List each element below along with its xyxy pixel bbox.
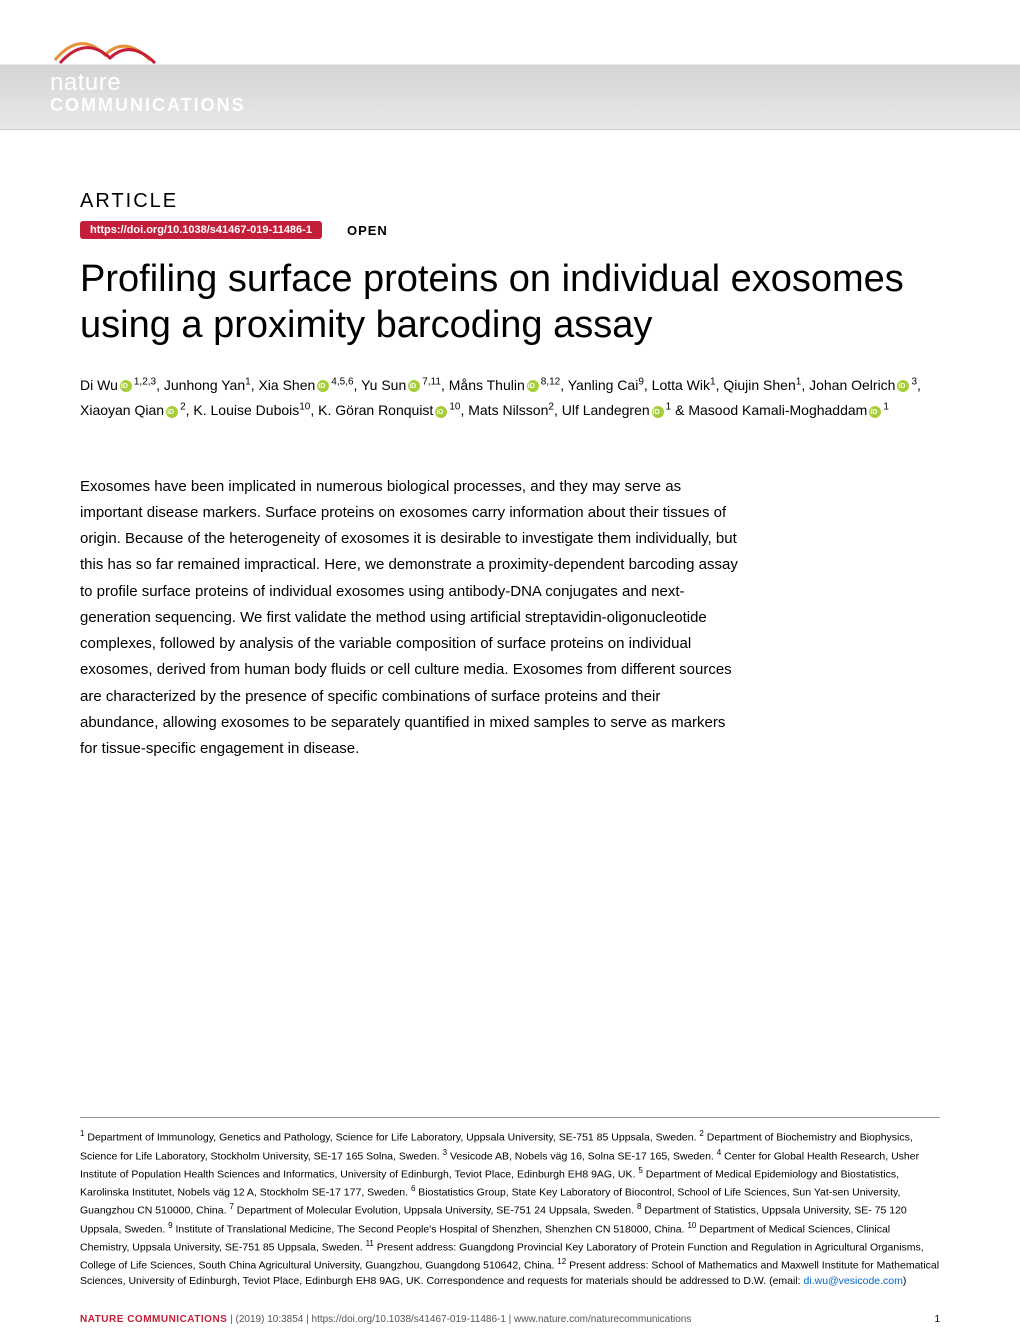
abstract-text: Exosomes have been implicated in numerou… — [80, 474, 740, 763]
orcid-icon[interactable] — [869, 406, 881, 418]
orcid-icon[interactable] — [435, 406, 447, 418]
affiliations-section: 1 Department of Immunology, Genetics and… — [80, 1117, 940, 1290]
affiliations-text: 1 Department of Immunology, Genetics and… — [80, 1117, 940, 1290]
journal-logo: nature COMMUNICATIONS — [50, 25, 246, 116]
footer-left: NATURE COMMUNICATIONS | (2019) 10:3854 |… — [80, 1314, 691, 1325]
logo-text: nature COMMUNICATIONS — [50, 70, 246, 116]
article-content: ARTICLE https://doi.org/10.1038/s41467-0… — [0, 130, 1020, 762]
article-title: Profiling surface proteins on individual… — [80, 257, 940, 348]
article-type-label: ARTICLE — [80, 190, 940, 213]
correspondence-email[interactable]: di.wu@vesicode.com — [804, 1275, 903, 1287]
open-access-badge: OPEN — [347, 223, 388, 238]
page-number: 1 — [934, 1314, 940, 1325]
header-banner: nature COMMUNICATIONS — [0, 0, 1020, 130]
logo-line2: COMMUNICATIONS — [50, 96, 246, 116]
footer-citation: (2019) 10:3854 | https://doi.org/10.1038… — [236, 1314, 692, 1325]
orcid-icon[interactable] — [408, 380, 420, 392]
logo-line1: nature — [50, 70, 246, 96]
doi-row: https://doi.org/10.1038/s41467-019-11486… — [80, 221, 940, 239]
orcid-icon[interactable] — [897, 380, 909, 392]
orcid-icon[interactable] — [120, 380, 132, 392]
orcid-icon[interactable] — [166, 406, 178, 418]
page-footer: NATURE COMMUNICATIONS | (2019) 10:3854 |… — [80, 1314, 940, 1325]
authors-list: Di Wu1,2,3, Junhong Yan1, Xia Shen4,5,6,… — [80, 373, 940, 423]
orcid-icon[interactable] — [527, 380, 539, 392]
logo-swoosh-icon — [50, 25, 190, 70]
doi-badge[interactable]: https://doi.org/10.1038/s41467-019-11486… — [80, 221, 322, 239]
footer-journal: NATURE COMMUNICATIONS — [80, 1314, 227, 1325]
orcid-icon[interactable] — [317, 380, 329, 392]
orcid-icon[interactable] — [652, 406, 664, 418]
